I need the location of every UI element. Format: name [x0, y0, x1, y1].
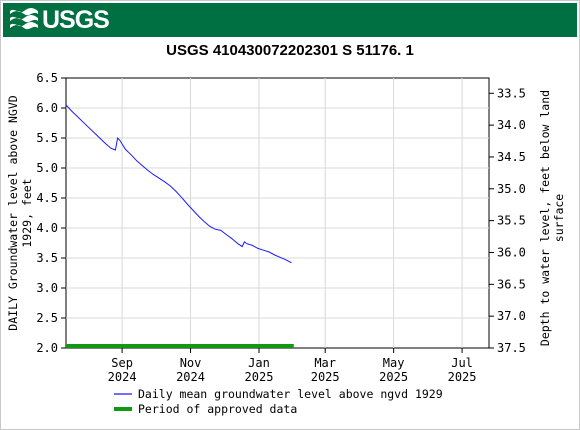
left-tick-label: 5.5 — [36, 131, 58, 145]
x-tick-label-year: 2024 — [108, 370, 137, 384]
left-axis-label-line2: 1929, feet — [20, 178, 34, 247]
usgs-banner: USGS — [3, 3, 577, 37]
x-axis: Sep2024Nov2024Jan2025Mar2025May2025Jul20… — [108, 348, 477, 384]
right-tick-label: 34.0 — [497, 118, 526, 132]
right-tick-label: 35.5 — [497, 214, 526, 228]
right-axis: 33.5 34.0 34.5 35.0 35.5 36.0 36.5 37.0 37.5 — [489, 86, 526, 355]
left-tick-label: 4.5 — [36, 191, 58, 205]
x-tick-label-year: 2025 — [245, 370, 274, 384]
plot-area — [65, 77, 490, 349]
left-tick-label: 6.0 — [36, 101, 58, 115]
right-tick-label: 35.0 — [497, 182, 526, 196]
right-axis-label-line1: Depth to water level, feet below land — [538, 90, 552, 346]
right-tick-label: 36.5 — [497, 277, 526, 291]
x-tick-label-month: May — [383, 356, 405, 370]
usgs-logo-text: USGS — [42, 5, 110, 34]
x-tick-label-month: Jul — [451, 356, 473, 370]
x-tick-label-month: Sep — [111, 356, 133, 370]
series-layer — [65, 104, 294, 348]
left-axis-label-line1: DAILY Groundwater level above NGVD — [6, 95, 20, 330]
left-tick-label: 6.5 — [36, 71, 58, 85]
legend: Daily mean groundwater level above ngvd … — [114, 387, 443, 416]
usgs-logo: USGS — [9, 5, 110, 34]
right-tick-label: 34.5 — [497, 150, 526, 164]
right-tick-label: 37.5 — [497, 341, 526, 355]
left-tick-label: 2.5 — [36, 311, 58, 325]
left-tick-label: 3.0 — [36, 281, 58, 295]
gridlines — [66, 78, 489, 348]
right-axis-label-line2: surface — [552, 194, 566, 243]
right-tick-label: 33.5 — [497, 86, 526, 100]
left-axis: 2.0 2.5 3.0 3.5 4.0 4.5 5.0 5.5 6.0 6.5 — [36, 71, 66, 355]
legend-approved-label: Period of approved data — [138, 402, 297, 416]
left-tick-label: 5.0 — [36, 161, 58, 175]
left-tick-label: 3.5 — [36, 251, 58, 265]
left-tick-label: 2.0 — [36, 341, 58, 355]
x-tick-label-year: 2025 — [448, 370, 477, 384]
x-tick-label-year: 2024 — [176, 370, 205, 384]
legend-approved-swatch — [114, 407, 132, 411]
legend-series-label: Daily mean groundwater level above ngvd … — [138, 387, 443, 401]
right-tick-label: 37.0 — [497, 309, 526, 323]
chart-title: USGS 410430072202301 S 51176. 1 — [166, 42, 414, 59]
left-tick-label: 4.0 — [36, 221, 58, 235]
approved-period-bar — [66, 344, 294, 348]
x-tick-label-month: Mar — [314, 356, 336, 370]
x-tick-label-year: 2025 — [311, 370, 340, 384]
usgs-wave-icon — [10, 8, 38, 30]
series-line — [65, 104, 292, 264]
x-tick-label-month: Nov — [180, 356, 202, 370]
x-tick-label-month: Jan — [248, 356, 270, 370]
right-tick-label: 36.0 — [497, 245, 526, 259]
x-tick-label-year: 2025 — [379, 370, 408, 384]
